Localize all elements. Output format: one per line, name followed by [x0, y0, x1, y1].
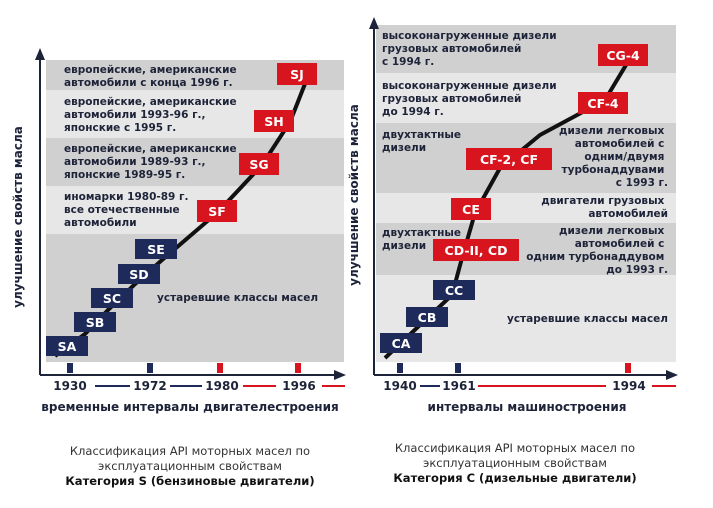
left-x-axis-arrow	[334, 370, 346, 380]
class-badge-cd: CD-II, CD	[433, 239, 519, 261]
caption-line: эксплуатационным свойствам	[423, 456, 607, 470]
class-badge-sb: SB	[74, 312, 116, 332]
timeline-marker	[397, 363, 403, 373]
left-y-axis-arrow	[35, 48, 45, 60]
right-band-text: двухтактные дизели	[382, 129, 465, 154]
left-band-text: европейские, американские автомобили с к…	[64, 64, 240, 89]
svg-text:CB: CB	[418, 310, 437, 325]
right-y-axis-title: улучшение свойств масла	[347, 104, 361, 286]
class-badge-cb: CB	[406, 307, 448, 327]
right-band-texts: высоконагруженные дизели грузовых автомо…	[382, 30, 668, 325]
left-caption: Классификация API моторных масел по эксп…	[40, 444, 340, 489]
right-band-text: высоконагруженные дизели грузовых автомо…	[382, 30, 560, 68]
year-label: 1980	[205, 379, 238, 393]
right-y-axis-arrow	[369, 17, 379, 29]
timeline-marker	[147, 363, 153, 373]
class-badge-sd: SD	[118, 264, 160, 284]
timeline-marker	[455, 363, 461, 373]
left-band-sg	[46, 138, 344, 186]
class-badge-sg: SG	[239, 153, 279, 175]
left-timeline: 1930 1972 1980 1996	[53, 363, 345, 393]
svg-text:CD-II, CD: CD-II, CD	[445, 243, 508, 258]
caption-line: эксплуатационным свойствам	[98, 459, 282, 473]
right-timeline: 1940 1961 1994	[383, 363, 676, 393]
right-x-axis-title: интервалы машиностроения	[428, 400, 627, 414]
left-band-sf	[46, 186, 344, 234]
svg-text:CA: CA	[392, 336, 411, 351]
class-badge-sa: SA	[46, 336, 88, 356]
svg-text:CF-4: CF-4	[587, 96, 619, 111]
year-label: 1996	[282, 379, 315, 393]
svg-text:SE: SE	[147, 242, 165, 257]
svg-text:SC: SC	[103, 291, 121, 306]
left-band-text: устаревшие классы масел	[157, 292, 318, 304]
left-panel: европейские, американские автомобили с к…	[11, 48, 346, 414]
svg-text:SA: SA	[58, 339, 77, 354]
right-band-ce	[376, 193, 676, 223]
timeline-marker	[67, 363, 73, 373]
right-band-text: двухтактные дизели	[382, 227, 465, 252]
class-badge-cc: CC	[433, 280, 475, 300]
year-label: 1994	[612, 379, 645, 393]
year-label: 1930	[53, 379, 86, 393]
class-badge-cg4: CG-4	[598, 44, 648, 66]
left-band-texts: европейские, американские автомобили с к…	[64, 64, 318, 304]
right-band-cd	[376, 223, 676, 275]
svg-text:SF: SF	[208, 204, 226, 219]
right-band-text: дизели легковых автомобилей с одним турб…	[526, 225, 668, 276]
timeline-marker	[625, 363, 631, 373]
api-classification-diagram: европейские, американские автомобили с к…	[11, 17, 678, 414]
caption-line: Классификация API моторных масел по	[394, 441, 636, 455]
left-band-text: европейские, американские автомобили 199…	[64, 96, 240, 134]
left-band-text: европейские, американские автомобили 198…	[64, 143, 240, 181]
class-badge-cf4: CF-4	[578, 92, 628, 114]
svg-text:CE: CE	[462, 202, 480, 217]
timeline-marker	[217, 363, 223, 373]
left-band-text: иномарки 1980-89 г. все отечественные ав…	[64, 191, 192, 229]
svg-text:SH: SH	[264, 114, 283, 129]
class-badge-sf: SF	[197, 200, 237, 222]
class-badge-sj: SJ	[277, 63, 317, 85]
svg-text:CC: CC	[445, 283, 463, 298]
timeline-marker	[295, 363, 301, 373]
right-band-text: устаревшие классы масел	[507, 313, 668, 325]
right-caption: Классификация API моторных масел по эксп…	[365, 441, 665, 486]
svg-text:SB: SB	[86, 315, 105, 330]
class-badge-ce: CE	[451, 198, 491, 220]
right-panel: высоконагруженные дизели грузовых автомо…	[347, 17, 678, 414]
class-badge-sh: SH	[254, 110, 294, 132]
year-label: 1961	[442, 379, 475, 393]
left-x-axis-title: временные интервалы двигателестроения	[41, 400, 338, 414]
left-y-axis-title: улучшение свойств масла	[11, 126, 25, 308]
caption-line: Классификация API моторных масел по	[69, 444, 311, 458]
right-band-text: дизели легковых автомобилей с одним/двум…	[559, 125, 668, 189]
right-band-text: двигатели грузовых автомобилей	[541, 195, 668, 220]
svg-text:CG-4: CG-4	[606, 48, 640, 63]
caption-title: Категория S (бензиновые двигатели)	[65, 474, 315, 488]
svg-text:SG: SG	[249, 157, 268, 172]
svg-text:CF-2, CF: CF-2, CF	[480, 152, 538, 167]
caption-title: Категория С (дизельные двигатели)	[393, 471, 637, 485]
right-band-text: высоконагруженные дизели грузовых автомо…	[382, 80, 560, 118]
year-label: 1940	[383, 379, 416, 393]
year-label: 1972	[133, 379, 166, 393]
right-x-axis-arrow	[666, 370, 678, 380]
left-class-boxes: SA SB SC SD SE SF	[46, 63, 317, 356]
svg-text:SJ: SJ	[290, 67, 304, 82]
svg-text:SD: SD	[129, 267, 148, 282]
right-class-boxes: CA CB CC CD-II, CD CE CF-2, CF	[380, 44, 648, 353]
class-badge-ca: CA	[380, 333, 422, 353]
class-badge-cf: CF-2, CF	[466, 148, 552, 170]
class-badge-se: SE	[135, 239, 177, 259]
class-badge-sc: SC	[91, 288, 133, 308]
